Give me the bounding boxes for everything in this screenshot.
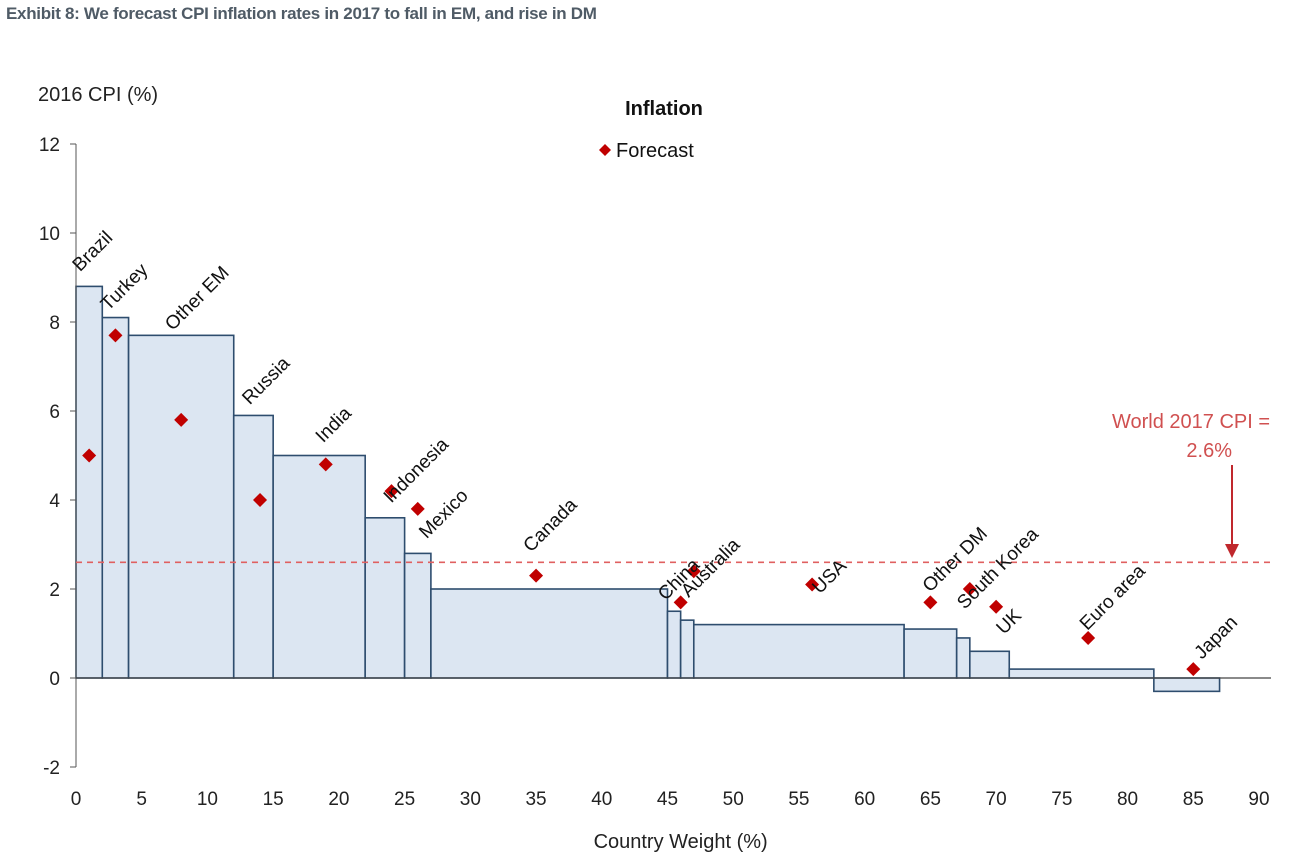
y-axis-title: 2016 CPI (%) xyxy=(38,84,158,106)
country-label-japan: Japan xyxy=(1191,612,1242,663)
forecast-point-russia xyxy=(253,493,268,507)
forecast-point-other-em xyxy=(174,412,189,427)
x-tick-label: 45 xyxy=(657,789,678,810)
bar-canada xyxy=(430,588,669,679)
forecast-point-canada xyxy=(529,568,544,583)
y-tick-label: 12 xyxy=(39,135,60,156)
x-tick-label: 50 xyxy=(723,789,744,810)
y-tick-label: 10 xyxy=(39,224,60,245)
bar-uk xyxy=(969,650,1011,679)
forecast-point-euro-area xyxy=(1081,630,1096,645)
bar-other-em xyxy=(127,334,235,679)
x-tick-label: 85 xyxy=(1183,789,1204,810)
x-tick-label: 60 xyxy=(854,789,875,810)
country-label-russia: Russia xyxy=(238,353,294,409)
bar-indonesia xyxy=(364,516,406,679)
bar-australia xyxy=(679,619,695,679)
forecast-point-other-dm xyxy=(923,595,938,610)
legend-title: Inflation xyxy=(625,98,703,120)
forecast-point-usa xyxy=(805,577,820,592)
bar-japan xyxy=(1153,677,1221,693)
bar-other-dm xyxy=(903,628,958,679)
bar-usa xyxy=(692,623,905,679)
bar-russia xyxy=(232,414,274,679)
country-label-turkey: Turkey xyxy=(97,259,153,315)
x-tick-label: 55 xyxy=(788,789,809,810)
forecast-point-china xyxy=(673,595,688,610)
forecast-point-australia xyxy=(686,564,701,579)
axes-layer: -2 0 2 4 6 8 10 12 0 5 10 15 20 25 30 35 40 45 50 55 60 65 70 7… xyxy=(38,84,1271,853)
bar-brazil xyxy=(75,285,104,679)
forecast-point-japan xyxy=(1186,662,1201,677)
x-tick-label: 30 xyxy=(460,789,481,810)
x-tick-label: 40 xyxy=(591,789,612,810)
x-tick-label: 10 xyxy=(197,789,218,810)
legend-forecast-label: Forecast xyxy=(616,140,694,162)
bar-euro-area xyxy=(1008,668,1155,679)
forecast-point-mexico xyxy=(410,501,425,516)
y-tick-label: 4 xyxy=(49,491,60,512)
x-tick-label: 25 xyxy=(394,789,415,810)
forecast-point-brazil xyxy=(82,448,97,463)
x-tick-label: 90 xyxy=(1248,789,1269,810)
bar-south-korea xyxy=(955,637,971,679)
forecast-point-india xyxy=(318,457,333,472)
bars-layer xyxy=(75,285,1221,693)
forecast-point-south-korea xyxy=(962,582,977,596)
y-tick-label: 0 xyxy=(49,669,60,690)
world-cpi-annotation-line1: World 2017 CPI = xyxy=(1112,411,1270,433)
legend-forecast-marker xyxy=(599,144,611,156)
country-label-mexico: Mexico xyxy=(415,486,472,543)
country-label-other-em: Other EM xyxy=(161,263,233,335)
x-tick-label: 75 xyxy=(1051,789,1072,810)
bar-mexico xyxy=(403,552,432,679)
country-label-indonesia: Indonesia xyxy=(380,434,453,507)
x-tick-label: 20 xyxy=(328,789,349,810)
x-tick-label: 65 xyxy=(920,789,941,810)
x-tick-label: 80 xyxy=(1117,789,1138,810)
y-tick-label: 6 xyxy=(49,402,60,423)
forecast-point-uk xyxy=(989,599,1004,614)
x-tick-label: 5 xyxy=(136,789,147,810)
x-tick-label: 70 xyxy=(986,789,1007,810)
forecast-point-turkey xyxy=(108,328,123,343)
forecast-point-indonesia xyxy=(384,484,399,499)
x-axis-title: Country Weight (%) xyxy=(594,831,768,853)
country-label-india: India xyxy=(312,403,356,447)
exhibit-title: Exhibit 8: We forecast CPI inflation rat… xyxy=(6,4,597,23)
x-tick-label: 0 xyxy=(71,789,82,810)
world-cpi-annotation-line2: 2.6% xyxy=(1186,440,1232,462)
x-tick-label: 35 xyxy=(525,789,546,810)
forecast-layer xyxy=(82,328,1201,677)
annotation-arrow-head xyxy=(1225,544,1239,558)
bar-china xyxy=(666,610,682,679)
y-tick-label: 8 xyxy=(49,313,60,334)
y-tick-label: -2 xyxy=(43,758,60,779)
y-tick-label: 2 xyxy=(49,580,60,601)
country-label-canada: Canada xyxy=(520,494,582,556)
country-label-euro-area: Euro area xyxy=(1076,560,1150,634)
x-tick-label: 15 xyxy=(263,789,284,810)
bar-turkey xyxy=(101,316,130,679)
reference-layer: World 2017 CPI = 2.6% xyxy=(76,411,1270,564)
legend: Inflation Forecast xyxy=(599,98,703,162)
bar-india xyxy=(272,454,366,679)
